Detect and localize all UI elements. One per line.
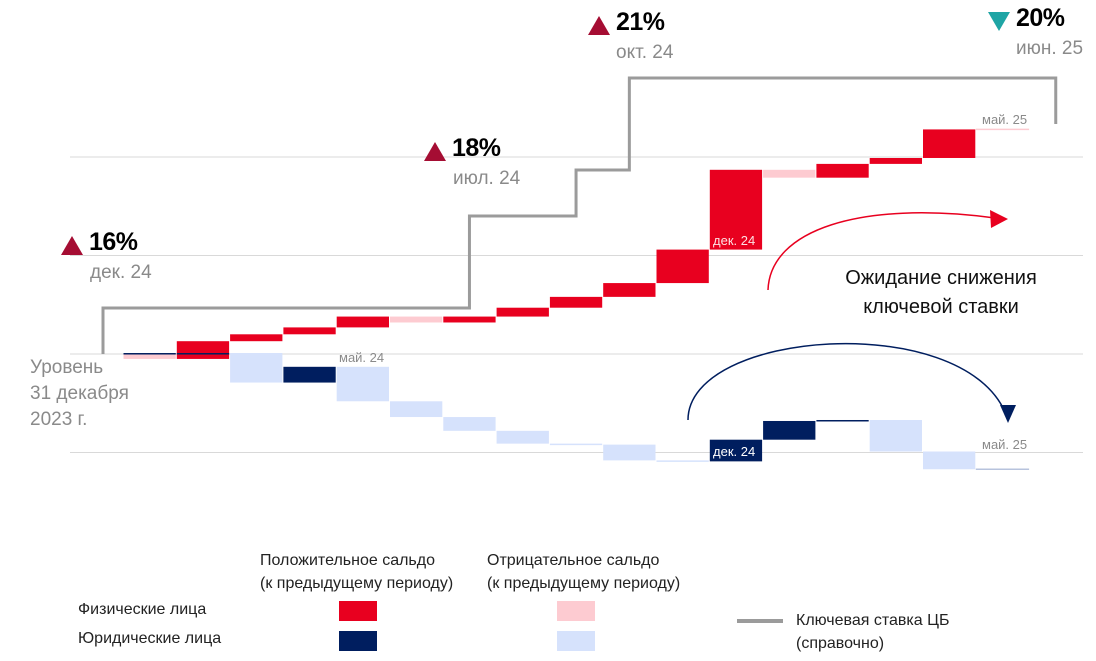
bar-legal-13 — [816, 419, 869, 422]
bar-physical-4 — [336, 316, 389, 328]
label-legal-may24: май. 24 — [339, 350, 385, 365]
baseline-label-line: 2023 г. — [30, 409, 88, 430]
triangle-down-icon — [988, 12, 1010, 32]
bar-physical-1 — [176, 341, 230, 359]
key-rate-line — [101, 76, 1058, 354]
bar-legal-5 — [390, 401, 443, 418]
baseline-label-line: Уровень — [30, 357, 104, 378]
bar-legal-8 — [549, 443, 603, 446]
bar-physical-12 — [763, 169, 816, 178]
bar-physical-6 — [443, 316, 496, 323]
legend-swatch-phys-negative — [557, 601, 595, 621]
bar-legal-15 — [923, 451, 976, 470]
bar-legal-6 — [443, 417, 496, 431]
label-legal-may25: май. 25 — [982, 437, 1028, 452]
bar-physical-15 — [923, 129, 976, 158]
bar-physical-10 — [656, 249, 709, 284]
rate-label-20: 20% — [988, 4, 1065, 33]
legend-positive-header: Положительное сальдо (к предыдущему пери… — [260, 549, 453, 595]
rate-date-20: июн. 25 — [1016, 38, 1084, 59]
bar-physical-7 — [496, 307, 549, 317]
bars — [123, 128, 1030, 470]
annotation-text: Ожидание снижения ключевой ставки — [826, 264, 1056, 322]
rate-label-16: 16% — [61, 228, 138, 257]
label-phys-dec24: дек. 24 — [713, 233, 756, 248]
rate-label-18: 18% — [424, 134, 501, 163]
legend-key-rate: Ключевая ставка ЦБ (справочно) — [796, 609, 949, 655]
rate-date-21: окт. 24 — [616, 42, 674, 63]
baseline-label-line: 31 декабря — [30, 383, 129, 404]
legend-negative-header: Отрицательное сальдо (к предыдущему пери… — [487, 549, 680, 595]
bar-legal-4 — [336, 366, 389, 402]
legend-text: Ключевая ставка ЦБ — [796, 612, 950, 629]
legend-text: (справочно) — [796, 635, 885, 652]
legend-text: (к предыдущему периоду) — [260, 575, 454, 592]
legend-row-legal: Юридические лица — [78, 630, 222, 647]
bar-physical-8 — [549, 296, 603, 308]
key-rate-path — [101, 76, 1058, 354]
legend-row-physical: Физические лица — [78, 601, 207, 618]
triangle-up-icon — [61, 236, 83, 256]
bar-physical-3 — [283, 327, 336, 335]
annotation-line: Ожидание снижения — [845, 267, 1037, 289]
red-curved-arrow — [767, 212, 996, 291]
rate-date-18: июл. 24 — [453, 168, 521, 189]
rate-label-21: 21% — [588, 8, 665, 37]
bar-legal-11 — [709, 439, 763, 462]
bar-legal-3 — [283, 366, 336, 383]
bar-physical-14 — [869, 157, 922, 164]
label-legal-dec24: дек. 24 — [713, 444, 756, 459]
rate-date-16: дек. 24 — [90, 262, 152, 283]
bar-legal-10 — [656, 460, 709, 462]
bar-legal-9 — [603, 444, 656, 461]
bar-legal-1 — [176, 353, 230, 355]
bar-legal-0 — [123, 353, 176, 355]
bar-physical-0 — [123, 354, 176, 359]
baseline-label: Уровень 31 декабря 2023 г. — [30, 355, 129, 433]
legend-key-rate-line — [737, 619, 783, 623]
bar-legal-2 — [230, 353, 283, 383]
bar-legal-12 — [763, 420, 816, 440]
bar-physical-5 — [390, 316, 443, 323]
triangle-up-icon — [424, 142, 446, 162]
legend-swatch-phys-positive — [339, 601, 377, 621]
annotation-line: ключевой ставки — [863, 296, 1019, 318]
legend-swatch-legal-negative — [557, 631, 595, 651]
legend-text: Положительное сальдо — [260, 552, 435, 569]
red-arrow-head — [990, 210, 1008, 228]
label-phys-may25: май. 25 — [982, 112, 1028, 127]
triangle-up-icon — [588, 16, 610, 36]
bar-physical-11 — [709, 169, 763, 250]
navy-arrow-head — [1000, 405, 1016, 423]
bar-physical-2 — [230, 334, 283, 342]
bar-legal-14 — [869, 419, 922, 452]
legend-text: Отрицательное сальдо — [487, 552, 660, 569]
legend-swatch-legal-positive — [339, 631, 377, 651]
legend-text: (к предыдущему периоду) — [487, 575, 681, 592]
bar-physical-13 — [816, 163, 869, 178]
navy-curved-arrow — [687, 342, 1006, 421]
bar-legal-7 — [496, 430, 549, 444]
bar-physical-9 — [603, 283, 656, 297]
